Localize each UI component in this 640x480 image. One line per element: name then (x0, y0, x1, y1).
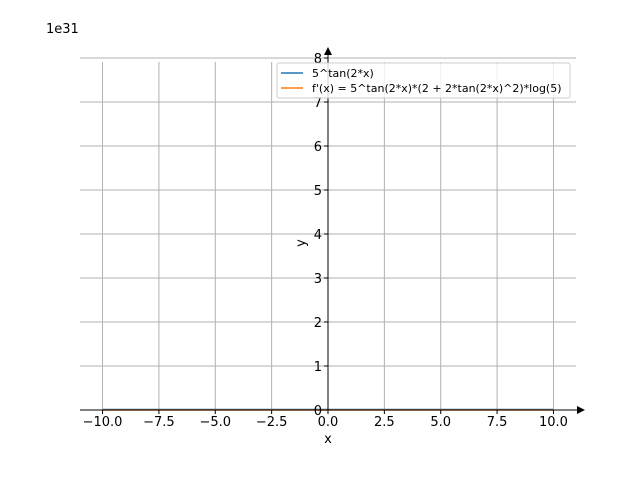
y-tick-label-4: 4 (314, 228, 322, 243)
y-axis-arrow (324, 47, 332, 55)
axes (80, 47, 585, 414)
legend: 5^tan(2*x) f'(x) = 5^tan(2*x)*(2 + 2*tan(… (276, 62, 571, 99)
x-tick-label-2: −5.0 (199, 415, 231, 430)
legend-box (276, 62, 571, 99)
y-tick-label-3: 3 (314, 272, 322, 287)
y-tick-label-5: 5 (314, 184, 322, 199)
y-tick-label-7: 7 (314, 96, 322, 111)
y-tick-label-6: 6 (314, 140, 322, 155)
y-tick-label-8: 8 (314, 52, 322, 67)
x-tick-label-1: −7.5 (143, 415, 175, 430)
x-tick-label-5: 2.5 (374, 415, 395, 430)
x-tick-label-8: 10.0 (539, 415, 568, 430)
x-tick-label-4: 0.0 (318, 415, 339, 430)
x-tick-label-6: 5.0 (430, 415, 451, 430)
x-tick-label-7: 7.5 (487, 415, 508, 430)
y-tick-label-0: 0 (314, 404, 322, 419)
y-tick-label-2: 2 (314, 316, 322, 331)
y-offset-label: 1e31 (46, 22, 79, 37)
legend-label-0: 5^tan(2*x) (312, 67, 374, 80)
y-tick-label-1: 1 (314, 360, 322, 375)
x-axis-label: x (324, 432, 332, 447)
legend-label-1: f'(x) = 5^tan(2*x)*(2 + 2*tan(2*x)^2)*lo… (312, 82, 562, 95)
ticks: −10.0 −7.5 −5.0 −2.5 0.0 2.5 5.0 7.5 10.0 0 1 2 3 4 5 6… (83, 52, 568, 430)
x-tick-label-3: −2.5 (256, 415, 288, 430)
x-axis-arrow (577, 406, 585, 414)
x-tick-label-0: −10.0 (83, 415, 123, 430)
y-axis-label: y (294, 239, 309, 247)
